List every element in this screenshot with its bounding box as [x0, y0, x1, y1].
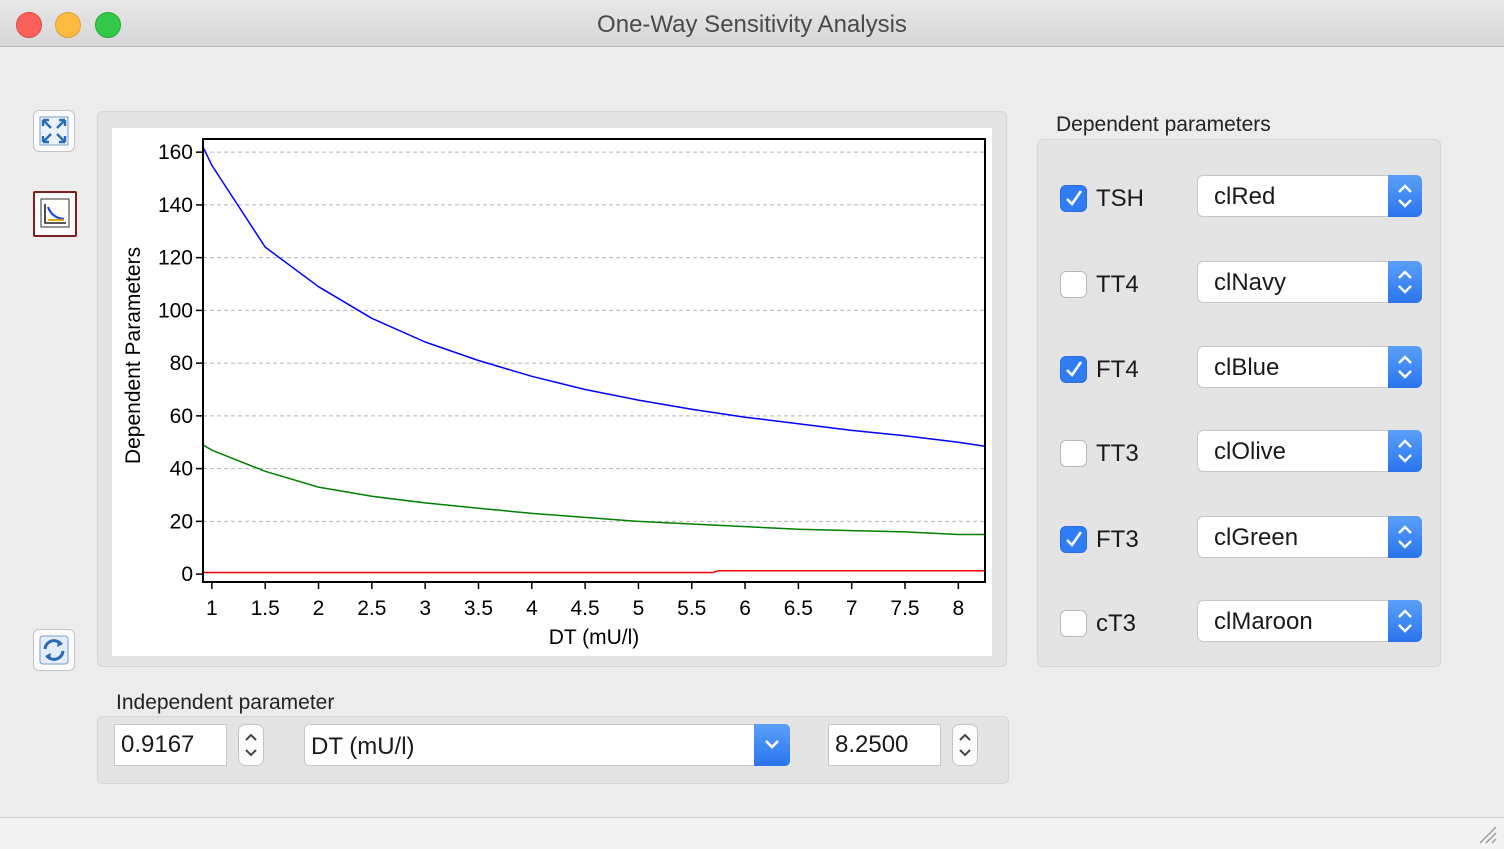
y-tick-label: 0	[181, 563, 193, 586]
ct3-checkbox[interactable]	[1060, 610, 1087, 637]
x-tick-label: 5.5	[677, 597, 706, 620]
up-down-chevron-icon	[1388, 600, 1422, 642]
color-select-value: clNavy	[1214, 269, 1287, 296]
up-down-chevron-icon	[1388, 430, 1422, 472]
dependent-parameters-title: Dependent parameters	[1056, 113, 1271, 136]
tt3-color-select[interactable]: clOlive	[1197, 430, 1422, 472]
y-tick-label: 80	[170, 352, 193, 375]
color-select-value: clBlue	[1214, 354, 1280, 381]
x-tick-label: 7	[846, 597, 858, 620]
up-down-chevron-icon	[1388, 346, 1422, 388]
x-tick-label: 1	[206, 597, 218, 620]
y-tick-label: 100	[158, 299, 193, 322]
x-tick-label: 2	[313, 597, 325, 620]
chart-view-button[interactable]	[33, 191, 77, 237]
series-line-2	[202, 444, 985, 536]
x-tick-label: 8	[952, 597, 964, 620]
y-tick-label: 160	[158, 141, 193, 164]
dependent-row-ct3: cT3 clMaroon	[1060, 600, 1422, 644]
chevron-down-icon	[754, 724, 790, 766]
y-tick-label: 60	[170, 405, 193, 428]
series-line-1	[202, 146, 986, 447]
dependent-parameters-panel	[1037, 139, 1441, 667]
x-tick-label: 5	[633, 597, 645, 620]
y-axis-ticks: 0 20 40 60 80 100 120 140 160	[158, 141, 203, 586]
dependent-row-tt3: TT3 clOlive	[1060, 430, 1422, 474]
up-down-chevron-icon	[1388, 516, 1422, 558]
title-bar: One-Way Sensitivity Analysis	[0, 0, 1504, 47]
sensitivity-chart: 0 20 40 60 80 100 120 140 160 1 1.5 2 2.5 3 3.5 4 4.5 5 5…	[122, 138, 986, 649]
plot-frame	[202, 138, 986, 583]
independent-parameter-select[interactable]: DT (mU/l)	[304, 724, 790, 766]
tt4-color-select[interactable]: clNavy	[1197, 261, 1422, 303]
dependent-row-tsh: TSH clRed	[1060, 175, 1422, 219]
dependent-row-tt4: TT4 clNavy	[1060, 261, 1422, 305]
minimize-window-button[interactable]	[55, 12, 81, 38]
tt4-label: TT4	[1096, 271, 1139, 298]
ft3-checkbox[interactable]	[1060, 526, 1087, 553]
y-tick-label: 40	[170, 458, 193, 481]
x-tick-label: 1.5	[251, 597, 280, 620]
x-tick-label: 7.5	[890, 597, 919, 620]
y-tick-label: 140	[158, 194, 193, 217]
tsh-color-select[interactable]: clRed	[1197, 175, 1422, 217]
color-select-value: clMaroon	[1214, 608, 1313, 635]
x-axis-ticks: 1 1.5 2 2.5 3 3.5 4 4.5 5 5.5 6 6.5 7 7.5 8	[206, 582, 964, 620]
ct3-label: cT3	[1096, 610, 1137, 637]
color-select-value: clRed	[1214, 183, 1276, 210]
max-value-field[interactable]: 8.2500	[828, 724, 941, 766]
status-bar	[0, 817, 1504, 849]
x-tick-label: 3.5	[464, 597, 493, 620]
x-tick-label: 6	[739, 597, 751, 620]
min-value-field[interactable]: 0.9167	[114, 724, 227, 766]
y-axis-label: Dependent Parameters	[122, 247, 145, 464]
ft4-color-select[interactable]: clBlue	[1197, 346, 1422, 388]
fullscreen-button[interactable]	[33, 110, 75, 152]
color-select-value: clGreen	[1214, 524, 1299, 551]
x-tick-label: 4	[526, 597, 538, 620]
reset-button[interactable]	[33, 629, 75, 671]
y-tick-label: 20	[170, 510, 193, 533]
independent-parameter-value: DT (mU/l)	[311, 733, 415, 760]
x-tick-label: 4.5	[571, 597, 600, 620]
plot-area: 0 20 40 60 80 100 120 140 160 1 1.5 2 2.5 3 3.5 4 4.5 5 5…	[112, 128, 992, 656]
ct3-color-select[interactable]: clMaroon	[1197, 600, 1422, 642]
color-select-value: clOlive	[1214, 438, 1287, 465]
ft3-label: FT3	[1096, 526, 1139, 553]
stepper-arrows-icon	[245, 733, 257, 757]
tsh-label: TSH	[1096, 185, 1144, 212]
x-tick-label: 3	[419, 597, 431, 620]
chart-grid	[203, 151, 985, 522]
x-tick-label: 6.5	[784, 597, 813, 620]
tt3-label: TT3	[1096, 440, 1139, 467]
tt3-checkbox[interactable]	[1060, 440, 1087, 467]
series-line-3	[203, 569, 985, 574]
ft4-label: FT4	[1096, 356, 1139, 383]
x-axis-label: DT (mU/l)	[549, 626, 640, 649]
dependent-row-ft3: FT3 clGreen	[1060, 516, 1422, 560]
up-down-chevron-icon	[1388, 175, 1422, 217]
min-value-stepper[interactable]	[238, 724, 264, 766]
ft3-color-select[interactable]: clGreen	[1197, 516, 1422, 558]
resize-grip-icon[interactable]	[1476, 823, 1498, 845]
line-chart-icon	[40, 198, 70, 228]
stepper-arrows-icon	[959, 733, 971, 757]
expand-arrows-icon	[39, 116, 69, 146]
tt4-checkbox[interactable]	[1060, 271, 1087, 298]
x-tick-label: 2.5	[357, 597, 386, 620]
max-value-stepper[interactable]	[952, 724, 978, 766]
maximize-window-button[interactable]	[95, 12, 121, 38]
window-title: One-Way Sensitivity Analysis	[597, 11, 907, 38]
dependent-row-ft4: FT4 clBlue	[1060, 346, 1422, 390]
close-window-button[interactable]	[16, 12, 42, 38]
up-down-chevron-icon	[1388, 261, 1422, 303]
y-tick-label: 120	[158, 247, 193, 270]
tsh-checkbox[interactable]	[1060, 185, 1087, 212]
ft4-checkbox[interactable]	[1060, 356, 1087, 383]
independent-parameter-title: Independent parameter	[116, 691, 335, 714]
chart-series	[202, 146, 986, 574]
refresh-icon	[39, 635, 69, 665]
